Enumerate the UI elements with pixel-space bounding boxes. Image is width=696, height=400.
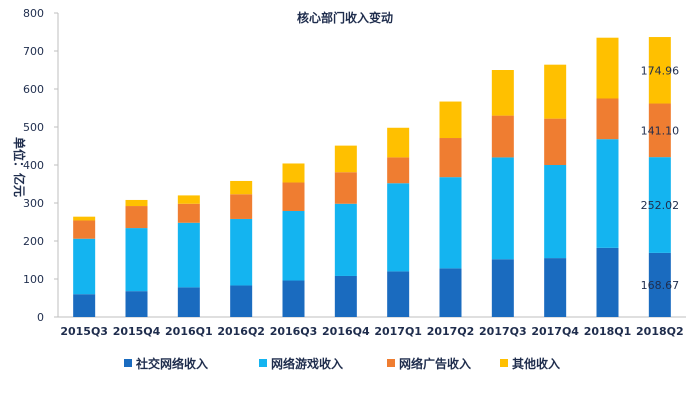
y-tick-label: 600: [23, 83, 44, 96]
data-labels: 168.67 252.02 141.10 174.96: [641, 64, 680, 292]
y-tick-label: 400: [23, 159, 44, 172]
bar-games-2017q4: [544, 165, 567, 259]
bar-other-2016q2: [230, 180, 253, 195]
bar-social-2017q4: [544, 258, 567, 317]
x-axis: 2015Q3 2015Q4 2016Q1 2016Q2 2016Q3 2016Q4 2017…: [58, 316, 686, 338]
x-tick-label-2016q4: 2016Q4: [322, 325, 370, 338]
bar-games-2016q2: [230, 218, 253, 286]
legend-label-social: 社交网络收入: [135, 356, 208, 371]
y-tick-label: 500: [23, 121, 44, 134]
bar-social-2015q3: [73, 294, 96, 317]
bar-ads-2017q1: [387, 157, 410, 184]
bar-social-2016q1: [177, 287, 200, 317]
bar-ads-2015q3: [73, 220, 96, 239]
bar-other-2017q2: [439, 101, 462, 139]
bar-ads-2017q2: [439, 138, 462, 178]
bar-games-2018q2: [648, 157, 671, 253]
data-label-social-2018q2: 168.67: [641, 279, 680, 292]
y-tick-label: 300: [23, 197, 44, 210]
chart-title: 核心部门收入变动: [297, 10, 393, 25]
bar-social-2017q2: [439, 268, 462, 317]
legend-label-other: 其他收入: [512, 356, 560, 371]
bar-ads-2018q2: [648, 103, 671, 158]
bar-games-2015q4: [125, 228, 148, 292]
bar-games-2017q1: [387, 183, 410, 272]
y-axis: 0 100 200 300 400 500 600 700 800: [23, 7, 59, 324]
bar-other-2017q1: [387, 127, 410, 158]
data-label-other-2018q2: 174.96: [641, 64, 680, 77]
bar-other-2018q1: [596, 37, 619, 99]
bar-social-2016q2: [230, 285, 253, 317]
bar-other-2016q4: [334, 145, 357, 173]
legend-swatch-games: [259, 359, 267, 367]
data-label-ads-2018q2: 141.10: [641, 124, 680, 137]
bar-other-2017q3: [491, 70, 514, 116]
bar-ads-2016q1: [177, 203, 200, 223]
x-tick-label-2017q2: 2017Q2: [427, 325, 475, 338]
bar-other-2015q3: [73, 216, 96, 221]
bars: [73, 37, 671, 317]
bar-other-2015q4: [125, 199, 148, 207]
bar-other-2016q1: [177, 195, 200, 204]
x-tick-label-2015q3: 2015Q3: [60, 325, 108, 338]
y-tick-label: 100: [23, 273, 44, 286]
bar-games-2017q3: [491, 157, 514, 260]
bar-other-2018q2: [648, 37, 671, 104]
bar-social-2018q1: [596, 247, 619, 317]
bar-games-2016q1: [177, 222, 200, 288]
x-tick-label-2016q1: 2016Q1: [165, 325, 213, 338]
bar-games-2017q2: [439, 177, 462, 269]
legend: 社交网络收入 网络游戏收入 网络广告收入 其他收入: [124, 356, 560, 371]
bar-ads-2018q1: [596, 98, 619, 140]
bar-ads-2016q2: [230, 194, 253, 219]
bar-other-2017q4: [544, 64, 567, 119]
bar-social-2016q3: [282, 280, 305, 317]
legend-swatch-other: [500, 359, 508, 367]
y-tick-label: 700: [23, 45, 44, 58]
y-axis-label: 单位：亿元: [12, 137, 27, 197]
legend-swatch-ads: [387, 359, 395, 367]
bar-social-2018q2: [648, 252, 671, 317]
x-tick-label-2018q1: 2018Q1: [584, 325, 632, 338]
x-tick-label-2018q2: 2018Q2: [636, 325, 684, 338]
bar-ads-2016q4: [334, 172, 357, 204]
bar-ads-2015q4: [125, 206, 148, 229]
bar-social-2016q4: [334, 275, 357, 317]
legend-label-games: 网络游戏收入: [271, 356, 343, 371]
x-tick-label-2016q3: 2016Q3: [270, 325, 318, 338]
y-tick-label: 200: [23, 235, 44, 248]
bar-other-2016q3: [282, 163, 305, 183]
legend-swatch-social: [124, 359, 132, 367]
bar-games-2018q1: [596, 139, 619, 248]
bar-games-2015q3: [73, 238, 96, 295]
bar-social-2017q1: [387, 271, 410, 317]
x-tick-label-2017q1: 2017Q1: [374, 325, 422, 338]
bar-games-2016q4: [334, 203, 357, 276]
bar-social-2015q4: [125, 291, 148, 317]
y-tick-label: 0: [37, 311, 44, 324]
y-tick-label: 800: [23, 7, 44, 20]
data-label-games-2018q2: 252.02: [641, 199, 680, 212]
legend-label-ads: 网络广告收入: [399, 356, 471, 371]
x-tick-label-2017q3: 2017Q3: [479, 325, 527, 338]
bar-games-2016q3: [282, 210, 305, 281]
x-tick-label-2015q4: 2015Q4: [113, 325, 161, 338]
bar-ads-2017q3: [491, 115, 514, 158]
bar-social-2017q3: [491, 259, 514, 317]
bar-ads-2017q4: [544, 118, 567, 165]
bar-ads-2016q3: [282, 182, 305, 211]
x-tick-label-2016q2: 2016Q2: [217, 325, 265, 338]
x-tick-label-2017q4: 2017Q4: [531, 325, 579, 338]
